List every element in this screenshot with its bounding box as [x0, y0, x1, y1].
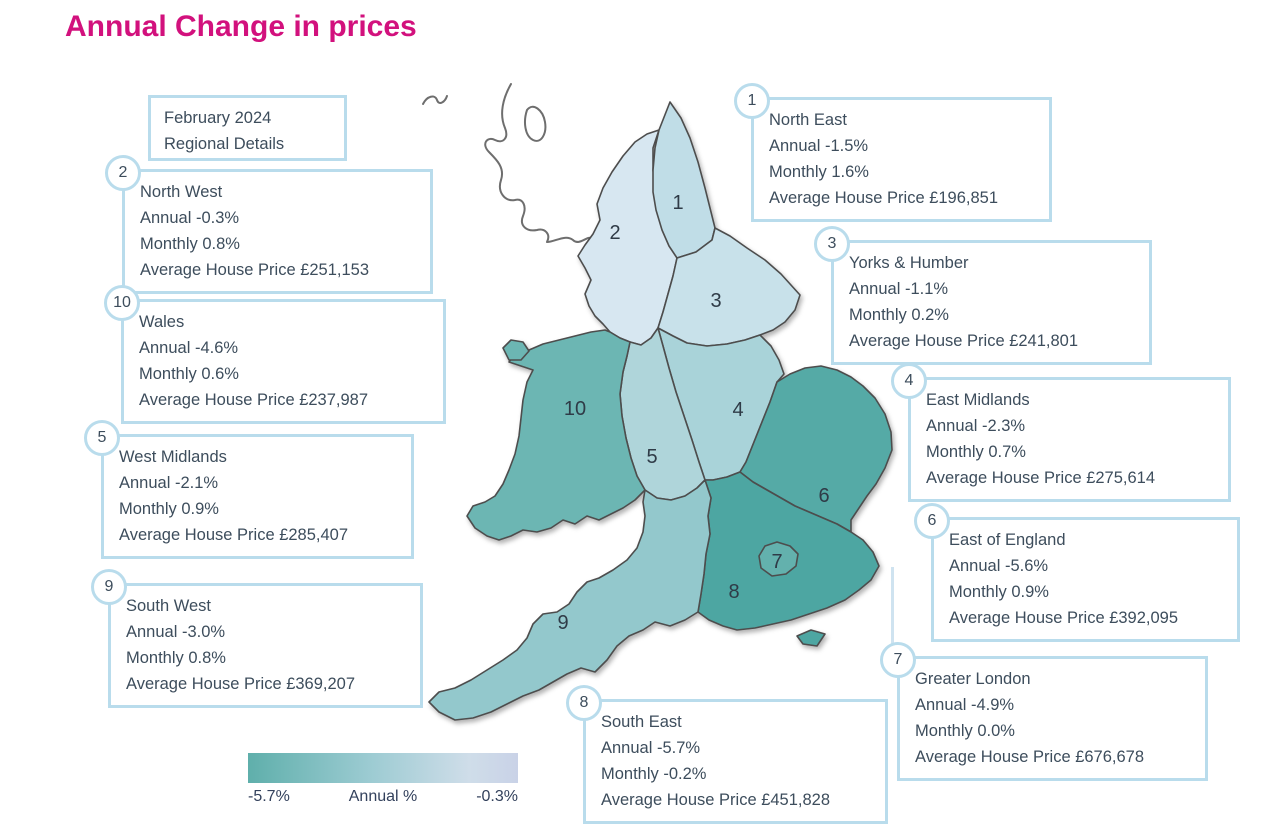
region-name: South West [126, 597, 211, 615]
color-legend: -5.7% Annual % -0.3% [248, 753, 518, 806]
region-annual: Annual -4.9% [915, 696, 1015, 714]
callout-north-east: 1 North East Annual -1.5% Monthly 1.6% A… [734, 83, 1052, 222]
map-region-yorks-humber[interactable] [657, 227, 801, 347]
legend-gradient-bar [248, 753, 518, 783]
region-number-badge: 10 [104, 285, 140, 321]
region-annual: Annual -1.5% [769, 137, 869, 155]
region-price: Average House Price £251,153 [140, 261, 370, 279]
region-monthly: Monthly 0.8% [126, 649, 226, 667]
callout-north-west: 2 North West Annual -0.3% Monthly 0.8% A… [105, 155, 433, 294]
region-monthly: Monthly 0.9% [949, 583, 1049, 601]
scotland-coastline [422, 83, 592, 243]
map-label-6: 6 [818, 485, 829, 507]
region-monthly: Monthly 0.7% [926, 443, 1026, 461]
region-price: Average House Price £285,407 [119, 526, 349, 544]
region-price: Average House Price £237,987 [139, 391, 369, 409]
map-region-numbers: 1 2 3 4 5 6 7 8 9 10 [557, 192, 829, 634]
region-annual: Annual -5.7% [601, 739, 701, 757]
map-region-east-of-england[interactable] [739, 365, 893, 533]
leader-line-greater-london [891, 567, 894, 659]
region-number-badge: 6 [914, 503, 950, 539]
region-monthly: Monthly 0.8% [140, 235, 240, 253]
region-name: South East [601, 713, 682, 731]
map-island-isle-of-wight[interactable] [796, 629, 826, 647]
map-label-8: 8 [728, 581, 739, 603]
region-number-badge: 2 [105, 155, 141, 191]
region-annual: Annual -0.3% [140, 209, 240, 227]
region-name: Greater London [915, 670, 1031, 688]
callout-west-midlands: 5 West Midlands Annual -2.1% Monthly 0.9… [84, 420, 414, 559]
region-number-badge: 7 [880, 642, 916, 678]
region-annual: Annual -2.3% [926, 417, 1026, 435]
region-annual: Annual -3.0% [126, 623, 226, 641]
callout-east-of-england: 6 East of England Annual -5.6% Monthly 0… [914, 503, 1240, 642]
legend-max-label: -0.3% [476, 788, 518, 805]
region-monthly: Monthly 0.2% [849, 306, 949, 324]
callout-greater-london: 7 Greater London Annual -4.9% Monthly 0.… [880, 642, 1208, 781]
region-name: North East [769, 111, 847, 129]
region-annual: Annual -5.6% [949, 557, 1049, 575]
region-price: Average House Price £369,207 [126, 675, 356, 693]
region-price: Average House Price £241,801 [849, 332, 1079, 350]
region-annual: Annual -2.1% [119, 474, 219, 492]
callout-wales: 10 Wales Annual -4.6% Monthly 0.6% Avera… [104, 285, 446, 424]
region-monthly: Monthly -0.2% [601, 765, 707, 783]
region-monthly: Monthly 1.6% [769, 163, 869, 181]
region-name: Yorks & Humber [849, 254, 969, 272]
region-name: Wales [139, 313, 185, 331]
map-label-3: 3 [710, 290, 721, 312]
map-label-5: 5 [646, 446, 657, 468]
map-region-south-west[interactable] [428, 479, 712, 721]
callout-south-west: 9 South West Annual -3.0% Monthly 0.8% A… [91, 569, 423, 708]
region-annual: Annual -1.1% [849, 280, 949, 298]
map-label-7: 7 [771, 551, 782, 573]
map-label-1: 1 [672, 192, 683, 214]
map-label-9: 9 [557, 612, 568, 634]
region-number-badge: 5 [84, 420, 120, 456]
region-price: Average House Price £196,851 [769, 189, 999, 207]
region-monthly: Monthly 0.9% [119, 500, 219, 518]
callout-south-east: 8 South East Annual -5.7% Monthly -0.2% … [566, 685, 888, 824]
callout-yorks-humber: 3 Yorks & Humber Annual -1.1% Monthly 0.… [814, 226, 1152, 365]
region-monthly: Monthly 0.6% [139, 365, 239, 383]
region-number-badge: 9 [91, 569, 127, 605]
period-caption: Regional Details [164, 135, 285, 153]
region-price: Average House Price £392,095 [949, 609, 1179, 627]
map-region-greater-london[interactable] [758, 541, 799, 577]
period-box: February 2024 Regional Details [148, 95, 347, 161]
legend-min-label: -5.7% [248, 788, 290, 805]
region-price: Average House Price £676,678 [915, 748, 1145, 766]
region-name: North West [140, 183, 223, 201]
period-month: February 2024 [164, 109, 272, 127]
region-name: West Midlands [119, 448, 227, 466]
region-price: Average House Price £451,828 [601, 791, 831, 809]
uk-regions-map: 1 2 3 4 5 6 7 8 9 10 [415, 80, 905, 730]
map-label-4: 4 [732, 399, 743, 421]
map-island-anglesey[interactable] [502, 339, 530, 361]
region-name: East of England [949, 531, 1066, 549]
region-name: East Midlands [926, 391, 1030, 409]
page-title: Annual Change in prices [65, 10, 417, 43]
map-region-wales[interactable] [466, 329, 646, 541]
region-number-badge: 8 [566, 685, 602, 721]
region-annual: Annual -4.6% [139, 339, 239, 357]
map-label-2: 2 [609, 222, 620, 244]
region-number-badge: 4 [891, 363, 927, 399]
callout-east-midlands: 4 East Midlands Annual -2.3% Monthly 0.7… [891, 363, 1231, 502]
region-price: Average House Price £275,614 [926, 469, 1156, 487]
region-number-badge: 1 [734, 83, 770, 119]
map-label-10: 10 [564, 398, 586, 420]
region-monthly: Monthly 0.0% [915, 722, 1015, 740]
region-number-badge: 3 [814, 226, 850, 262]
legend-axis-label: Annual % [348, 788, 418, 805]
